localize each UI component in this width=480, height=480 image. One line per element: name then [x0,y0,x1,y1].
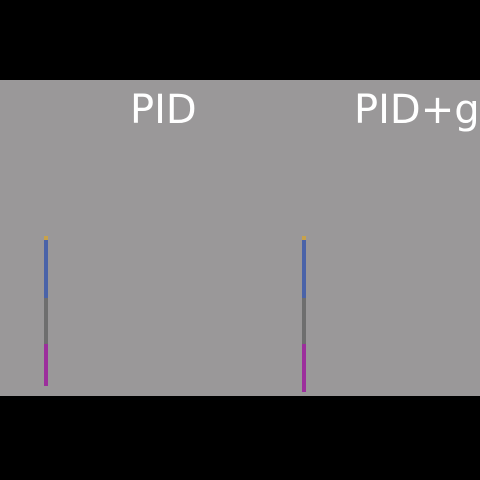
pendulum-upper-link [44,240,48,298]
pid-g-pendulum [302,236,306,392]
pid-pendulum [44,236,48,386]
pendulum-lower-link [44,344,48,386]
pendulum-middle-link [302,298,306,344]
pid-panel-title: PID [130,87,197,133]
pendulum-middle-link [44,298,48,344]
pendulum-upper-link [302,240,306,298]
simulation-view: PID PID+g [0,80,480,396]
pendulum-tip [44,236,48,240]
pendulum-lower-link [302,344,306,392]
pendulum-tip [302,236,306,240]
pid-g-panel-title: PID+g [354,87,480,133]
